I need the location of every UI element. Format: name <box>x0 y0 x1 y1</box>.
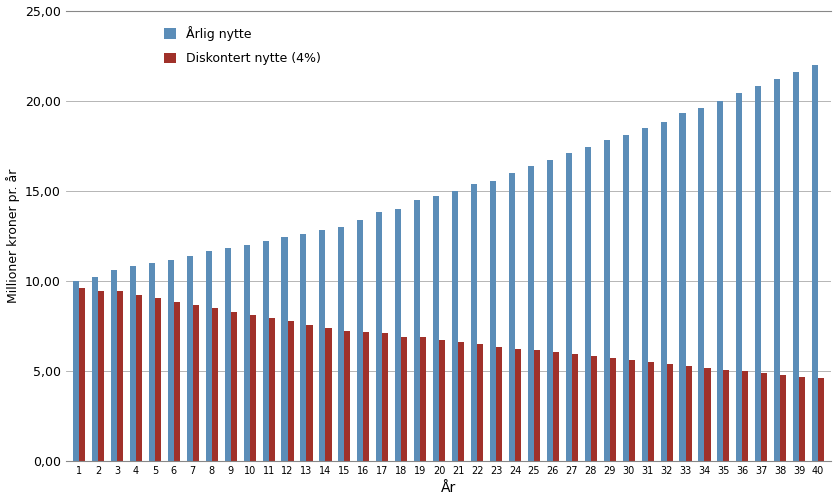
Bar <box>268 318 274 461</box>
Bar <box>754 86 761 461</box>
Bar <box>584 147 590 461</box>
Bar <box>395 209 400 461</box>
Bar <box>647 362 653 461</box>
Bar <box>798 377 804 461</box>
Bar <box>665 364 672 461</box>
Bar <box>528 165 533 461</box>
Bar <box>130 267 135 461</box>
Bar <box>571 354 577 461</box>
Bar <box>508 173 514 461</box>
Bar <box>376 212 382 461</box>
Bar <box>338 227 344 461</box>
Bar <box>553 353 558 461</box>
Bar <box>685 366 691 461</box>
Bar <box>382 333 388 461</box>
Bar <box>288 321 293 461</box>
Bar <box>496 347 502 461</box>
Bar <box>300 234 306 461</box>
Bar <box>477 344 482 461</box>
Bar <box>451 191 457 461</box>
Bar <box>111 270 117 461</box>
Bar <box>742 371 747 461</box>
Bar <box>716 101 722 461</box>
Bar <box>722 370 729 461</box>
Bar <box>533 350 539 461</box>
Bar <box>155 298 161 461</box>
Bar <box>457 342 464 461</box>
Bar <box>231 312 237 461</box>
Bar <box>344 331 350 461</box>
X-axis label: År: År <box>441 481 456 495</box>
Bar <box>400 337 407 461</box>
Bar <box>514 349 520 461</box>
Bar <box>773 79 779 461</box>
Bar <box>263 241 268 461</box>
Bar <box>224 248 231 461</box>
Bar <box>319 230 325 461</box>
Bar <box>439 340 445 461</box>
Bar <box>590 357 596 461</box>
Bar <box>281 236 288 461</box>
Bar <box>432 196 439 461</box>
Bar <box>212 308 217 461</box>
Bar <box>325 328 331 461</box>
Bar <box>98 291 104 461</box>
Bar <box>761 373 767 461</box>
Bar <box>736 94 742 461</box>
Bar <box>167 260 174 461</box>
Bar <box>679 113 685 461</box>
Bar <box>306 325 312 461</box>
Y-axis label: Millioner kroner pr. år: Millioner kroner pr. år <box>6 169 19 303</box>
Bar <box>609 358 615 461</box>
Bar <box>565 153 571 461</box>
Bar <box>793 72 798 461</box>
Bar <box>363 332 369 461</box>
Bar <box>117 291 123 461</box>
Bar <box>192 305 199 461</box>
Bar <box>249 315 256 461</box>
Bar <box>357 219 363 461</box>
Bar <box>818 378 823 461</box>
Bar <box>92 277 98 461</box>
Bar <box>135 295 142 461</box>
Bar <box>149 263 155 461</box>
Bar <box>628 361 634 461</box>
Bar <box>243 245 249 461</box>
Bar <box>546 160 553 461</box>
Bar <box>73 281 79 461</box>
Bar <box>420 337 426 461</box>
Bar <box>489 181 496 461</box>
Bar <box>622 135 628 461</box>
Bar <box>811 65 818 461</box>
Bar <box>186 256 192 461</box>
Bar <box>174 302 180 461</box>
Bar <box>697 108 704 461</box>
Legend: Årlig nytte, Diskontert nytte (4%): Årlig nytte, Diskontert nytte (4%) <box>164 26 321 65</box>
Bar <box>779 375 785 461</box>
Bar <box>414 200 420 461</box>
Bar <box>704 368 710 461</box>
Bar <box>471 184 477 461</box>
Bar <box>206 251 212 461</box>
Bar <box>640 128 647 461</box>
Bar <box>603 140 609 461</box>
Bar <box>79 288 85 461</box>
Bar <box>660 122 665 461</box>
